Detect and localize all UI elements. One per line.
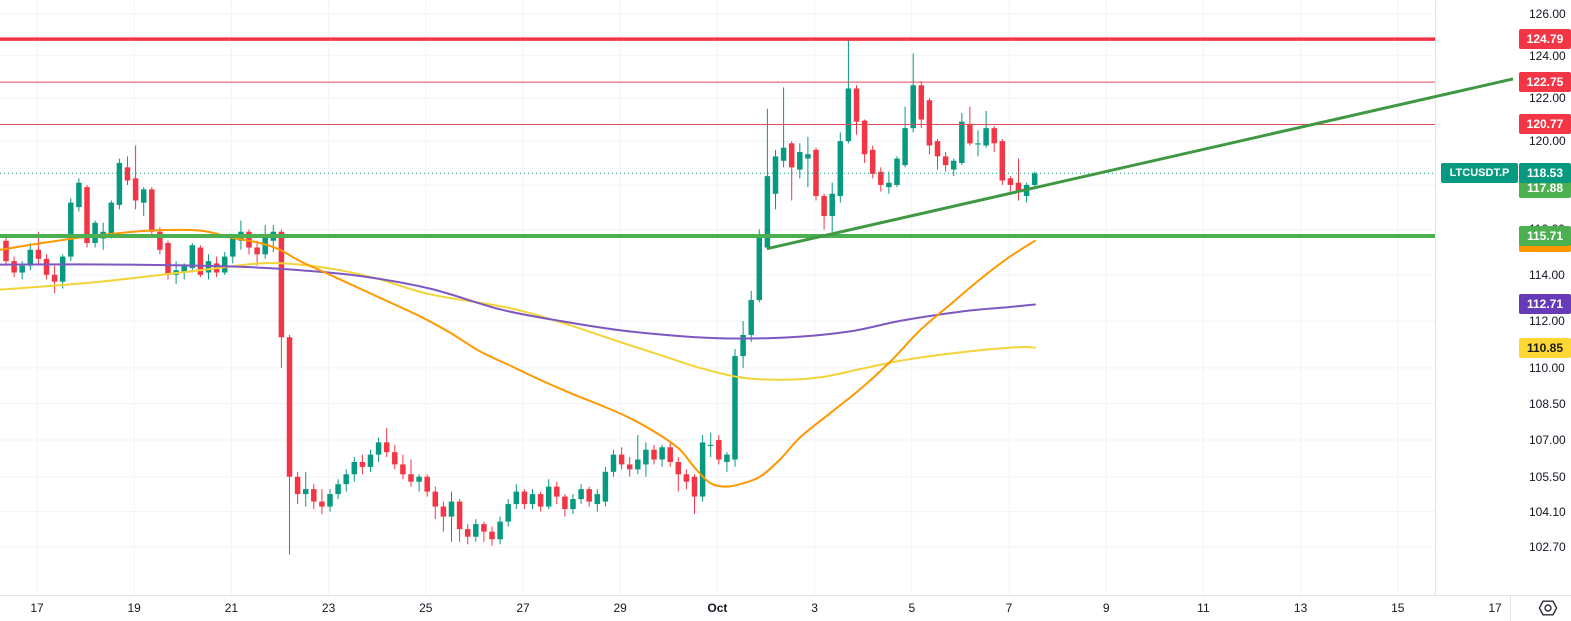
price-tick-124.00: 124.00 — [1529, 48, 1566, 63]
price-tick-122.00: 122.00 — [1529, 91, 1566, 106]
time-tick-9-11: 9 — [1102, 601, 1110, 615]
time-axis[interactable]: 17 19 21 23 25 27 29 Oct 3 5 7 9 11 13 15 17 — [0, 595, 1571, 621]
price-tick-116.00: 116.00 — [1529, 222, 1565, 237]
price-tick-108.50: 108.50 — [1529, 396, 1566, 411]
price-axis[interactable]: 126.00 124.00 122.00 120.00 118.00 116.00 114.… — [1435, 0, 1571, 595]
candlestick-series — [3, 39, 1038, 555]
time-tick-19-1: 19 — [127, 601, 141, 615]
price-tick-107.00: 107.00 — [1529, 432, 1566, 447]
time-tick-23-3: 23 — [321, 601, 336, 615]
price-tick-114.00: 114.00 — [1529, 267, 1565, 282]
time-tick-11-12: 11 — [1197, 601, 1210, 615]
time-tick-Oct-7: Oct — [707, 601, 728, 615]
price-tick-102.70: 102.70 — [1529, 539, 1566, 554]
time-tick-15-14: 15 — [1391, 601, 1405, 615]
ma-yellow — [0, 262, 1036, 381]
chart-surface[interactable] — [0, 0, 1435, 595]
ma-purple — [0, 263, 1036, 340]
axis-corner-divider — [1510, 595, 1511, 621]
price-tick-112.00: 112.00 — [1529, 313, 1565, 328]
time-tick-5-9: 5 — [908, 601, 916, 615]
time-tick-25-4: 25 — [419, 601, 433, 615]
ma-orange — [0, 228, 1036, 488]
price-tick-105.50: 105.50 — [1529, 469, 1566, 484]
time-tick-3-8: 3 — [811, 601, 818, 615]
time-tick-17-15: 17 — [1488, 601, 1502, 615]
time-tick-17-0: 17 — [30, 601, 44, 615]
timezone-settings-icon[interactable] — [1538, 599, 1558, 617]
time-tick-29-6: 29 — [613, 601, 627, 615]
price-tick-120.00: 120.00 — [1529, 134, 1566, 149]
time-tick-21-2: 21 — [224, 601, 239, 615]
price-tick-118.00: 118.00 — [1529, 177, 1565, 192]
price-tick-126.00: 126.00 — [1529, 7, 1566, 21]
time-tick-7-10: 7 — [1005, 601, 1013, 615]
time-tick-27-5: 27 — [516, 601, 530, 615]
grid-lines — [0, 0, 1435, 595]
price-tick-110.00: 110.00 — [1529, 360, 1565, 375]
time-tick-13-13: 13 — [1293, 601, 1308, 615]
price-tick-104.10: 104.10 — [1529, 504, 1566, 519]
